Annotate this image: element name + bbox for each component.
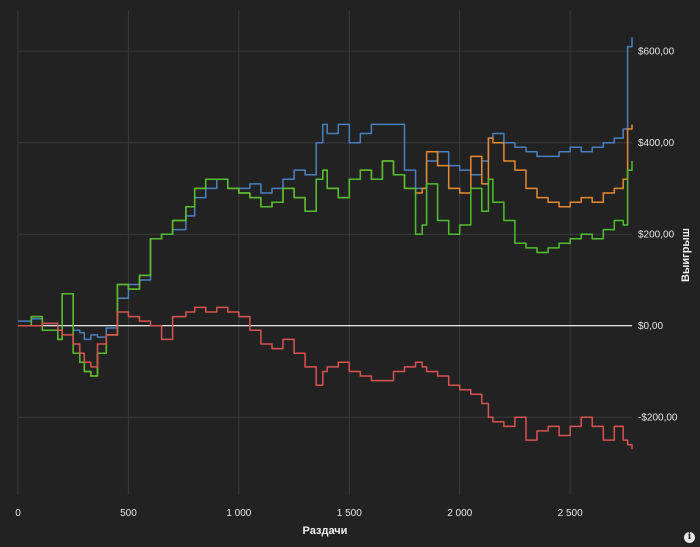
y-tick-label: $400,00 xyxy=(638,138,675,149)
x-axis-ticks: 0 500 1 000 1 500 2 000 2 500 xyxy=(15,508,583,519)
x-tick-label: 500 xyxy=(120,508,137,519)
x-tick-label: 1 000 xyxy=(226,508,251,519)
x-tick-label: 2 000 xyxy=(447,508,472,519)
x-tick-label: 0 xyxy=(15,508,21,519)
y-tick-label: $600,00 xyxy=(638,47,675,58)
y-tick-label: $200,00 xyxy=(638,230,675,241)
x-axis-title: Раздачи xyxy=(303,525,348,537)
info-icon[interactable]: i xyxy=(684,532,695,543)
y-axis-title: Выигрыш xyxy=(680,228,692,282)
y-tick-label: $0,00 xyxy=(638,321,663,332)
series-line xyxy=(18,37,633,341)
x-tick-label: 1 500 xyxy=(337,508,362,519)
series-lines xyxy=(18,37,633,450)
grid xyxy=(17,10,632,495)
y-tick-label: -$200,00 xyxy=(638,413,678,424)
series-line xyxy=(18,306,633,450)
plot-area xyxy=(18,10,632,495)
x-tick-label: 2 500 xyxy=(558,508,583,519)
y-axis-ticks: $600,00 $400,00 $200,00 $0,00 -$200,00 xyxy=(638,47,678,424)
